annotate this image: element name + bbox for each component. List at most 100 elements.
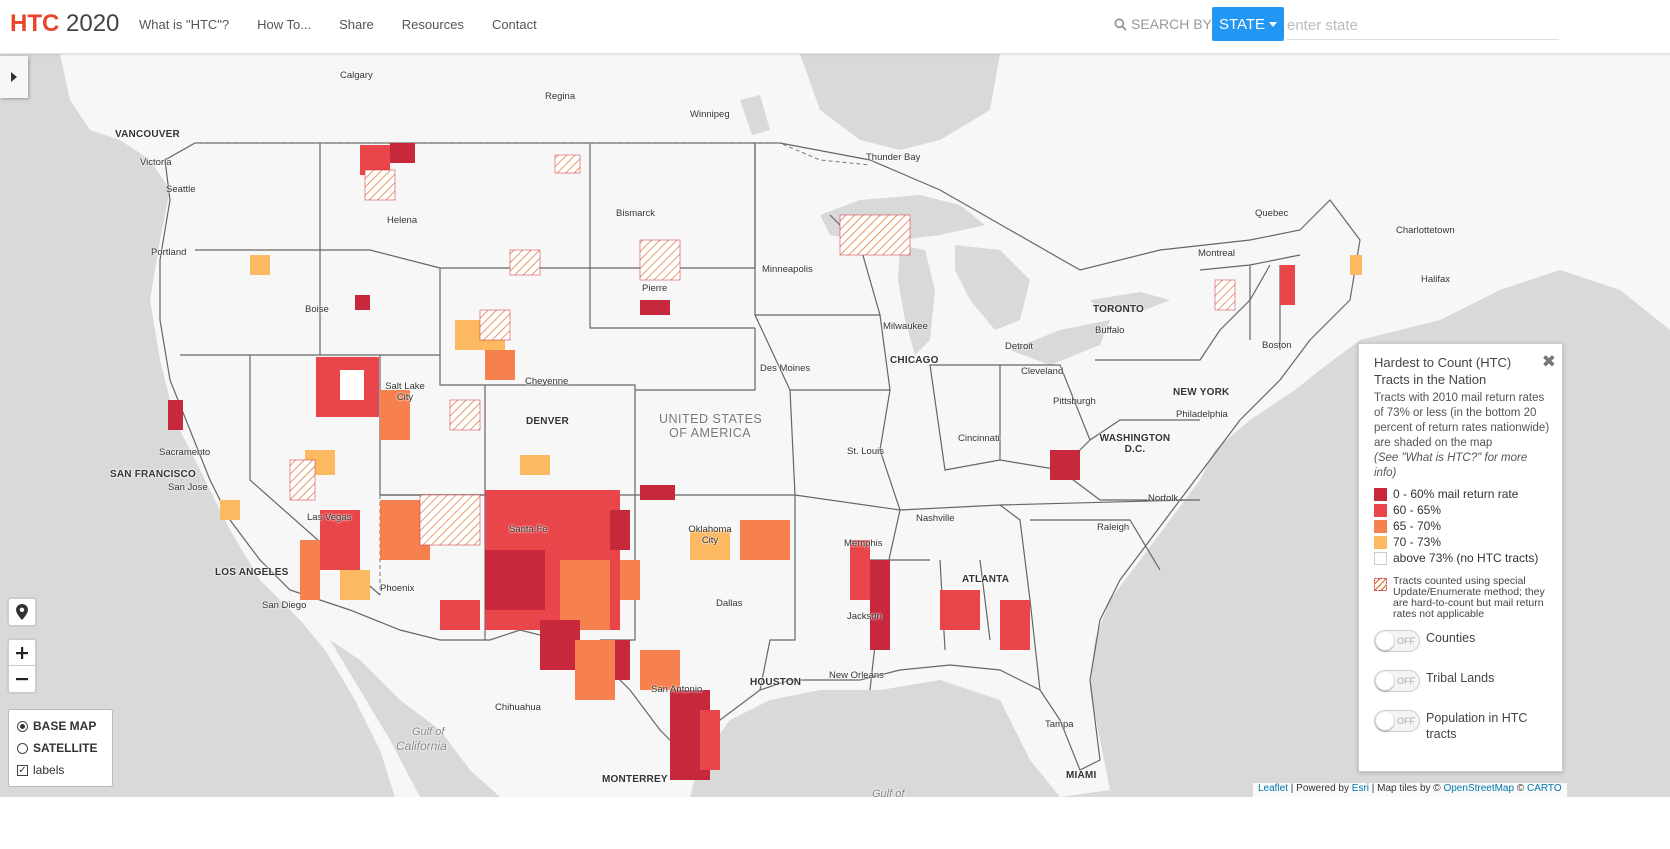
legend-item: 60 - 65% xyxy=(1374,502,1550,518)
city-label: Boston xyxy=(1262,340,1292,351)
top-bar: HTC 2020 What is "HTC"? How To... Share … xyxy=(0,0,1670,54)
city-label: Jackson xyxy=(847,611,882,622)
switch[interactable]: OFF xyxy=(1374,670,1420,692)
leaflet-link[interactable]: Leaflet xyxy=(1258,783,1289,794)
city-label: Regina xyxy=(545,91,576,102)
city-label: Quebec xyxy=(1255,208,1289,219)
close-icon[interactable]: ✖ xyxy=(1541,352,1556,371)
city-label: Bismarck xyxy=(616,208,656,219)
search-type-dropdown[interactable]: STATE xyxy=(1212,7,1284,41)
city-label: Salt Lake City xyxy=(385,381,425,403)
city-label: Minneapolis xyxy=(762,264,813,275)
city-label: ATLANTA xyxy=(962,574,1010,585)
zoom-in-button[interactable] xyxy=(9,640,35,666)
city-label: Victoria xyxy=(140,157,172,168)
lake-michigan xyxy=(898,245,935,355)
city-label: San Diego xyxy=(262,600,307,611)
city-label: Buffalo xyxy=(1095,325,1125,336)
locate-control[interactable] xyxy=(7,597,37,627)
radio-unchecked-icon[interactable] xyxy=(17,742,28,754)
city-label: Raleigh xyxy=(1097,522,1130,533)
esri-link[interactable]: Esri xyxy=(1351,783,1370,794)
switch[interactable]: OFF xyxy=(1374,710,1420,732)
radio-checked-icon[interactable] xyxy=(17,720,28,732)
city-label: Des Moines xyxy=(760,363,811,374)
country-label: OF AMERICA xyxy=(669,426,752,440)
nav-share[interactable]: Share xyxy=(339,17,374,32)
legend-swatch xyxy=(1374,487,1387,501)
nav-what-is-htc[interactable]: What is "HTC"? xyxy=(139,17,230,32)
city-label: Chihuahua xyxy=(495,702,541,713)
nav-how-to[interactable]: How To... xyxy=(257,17,312,32)
htc-shading xyxy=(168,143,1362,780)
nav-contact[interactable]: Contact xyxy=(491,17,537,32)
state-search-input[interactable] xyxy=(1287,12,1559,40)
city-label: Cincinnati xyxy=(958,433,1000,444)
city-label: TORONTO xyxy=(1093,304,1145,315)
toggle-counties[interactable]: OFF Counties xyxy=(1374,630,1550,652)
zoom-out-button[interactable] xyxy=(9,666,35,692)
checkbox-checked-icon[interactable]: ✓ xyxy=(17,764,28,776)
city-label: HOUSTON xyxy=(750,677,802,688)
search-icon xyxy=(1114,17,1127,31)
city-label: WASHINGTON D.C. xyxy=(1099,433,1171,455)
legend-description: Tracts with 2010 mail return rates of 73… xyxy=(1374,392,1550,479)
city-label: CHICAGO xyxy=(890,355,939,366)
caret-right-icon xyxy=(11,72,17,82)
locate-button[interactable] xyxy=(9,599,35,625)
water-label: California xyxy=(396,739,447,753)
lake-ontario xyxy=(1090,292,1170,312)
lake-huron xyxy=(955,245,1030,330)
city-label: Memphis xyxy=(844,538,883,549)
city-label: Sacramento xyxy=(159,447,211,458)
legend-swatch xyxy=(1374,535,1387,549)
legend-item: 70 - 73% xyxy=(1374,534,1550,550)
city-label: Portland xyxy=(151,247,187,258)
city-label: Halifax xyxy=(1421,274,1451,285)
hatched-swatch-icon xyxy=(1374,578,1387,591)
city-label: Norfolk xyxy=(1148,493,1179,504)
osm-link[interactable]: OpenStreetMap xyxy=(1443,783,1515,794)
bottom-strip xyxy=(0,797,1670,849)
search-label: SEARCH BY: xyxy=(1114,16,1215,32)
carto-link[interactable]: CARTO xyxy=(1527,783,1562,794)
land-baja xyxy=(300,620,420,797)
city-label: SAN FRANCISCO xyxy=(110,469,196,480)
city-label: Milwaukee xyxy=(883,321,928,332)
switch[interactable]: OFF xyxy=(1374,630,1420,652)
basemap-option-base[interactable]: BASE MAP xyxy=(17,715,104,737)
city-label: Dallas xyxy=(716,598,743,609)
city-label: Charlottetown xyxy=(1396,225,1455,236)
side-panel-toggle[interactable] xyxy=(0,56,28,98)
plus-icon xyxy=(16,646,28,659)
toggle-tribal-lands[interactable]: OFF Tribal Lands xyxy=(1374,670,1550,692)
legend-panel: ✖ Hardest to Count (HTC) Tracts in the N… xyxy=(1358,343,1563,772)
legend-item: 0 - 60% mail return rate xyxy=(1374,486,1550,502)
legend-swatch xyxy=(1374,551,1387,565)
labels-toggle[interactable]: ✓ labels xyxy=(17,763,65,777)
special-update-enumerate-tracts xyxy=(289,154,1236,546)
toggle-population[interactable]: OFF Population in HTC tracts xyxy=(1374,710,1550,742)
legend-note: (See "What is HTC?" for more info) xyxy=(1374,452,1528,479)
city-label: DENVER xyxy=(526,416,569,427)
city-label: MIAMI xyxy=(1066,770,1097,781)
city-label: St. Louis xyxy=(847,446,884,457)
city-label: Seattle xyxy=(166,184,196,195)
basemap-option-satellite[interactable]: SATELLITE xyxy=(17,737,104,759)
water-label: Gulf of xyxy=(872,788,905,797)
city-label: Montreal xyxy=(1198,248,1235,259)
city-label: Phoenix xyxy=(380,583,415,594)
city-label: Oklahoma City xyxy=(688,524,732,546)
city-label: Cleveland xyxy=(1021,366,1064,377)
legend-item: above 73% (no HTC tracts) xyxy=(1374,550,1550,566)
city-label: Tampa xyxy=(1045,719,1074,730)
brand-logo[interactable]: HTC 2020 xyxy=(10,10,120,37)
city-label: MONTERREY xyxy=(602,774,668,785)
city-label: Nashville xyxy=(916,513,955,524)
city-label: Thunder Bay xyxy=(866,152,921,163)
city-label: Philadelphia xyxy=(1176,409,1228,420)
city-label: New Orleans xyxy=(829,670,884,681)
nav-resources[interactable]: Resources xyxy=(401,17,464,32)
city-label: Cheyenne xyxy=(525,376,569,387)
water-label: Gulf of xyxy=(412,726,445,738)
